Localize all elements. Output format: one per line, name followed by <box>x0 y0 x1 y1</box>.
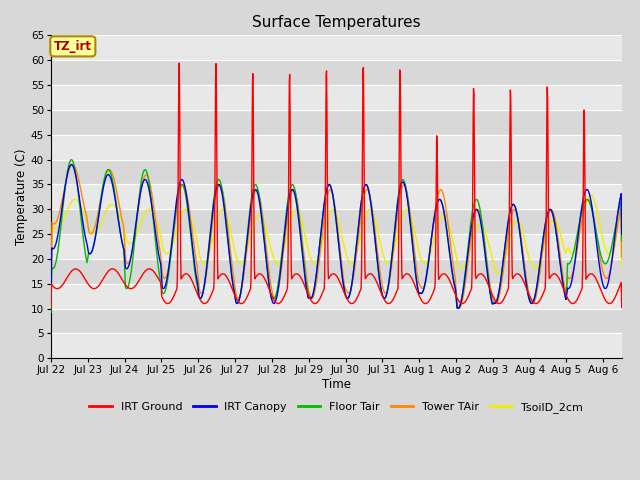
Y-axis label: Temperature (C): Temperature (C) <box>15 148 28 245</box>
Bar <box>51 135 621 159</box>
Bar <box>51 36 621 60</box>
Bar <box>51 234 621 259</box>
Text: TZ_irt: TZ_irt <box>54 40 92 53</box>
Bar <box>51 85 621 110</box>
Bar <box>51 334 621 358</box>
Title: Surface Temperatures: Surface Temperatures <box>252 15 420 30</box>
Bar <box>51 284 621 309</box>
Bar <box>51 184 621 209</box>
Legend: IRT Ground, IRT Canopy, Floor Tair, Tower TAir, TsoilD_2cm: IRT Ground, IRT Canopy, Floor Tair, Towe… <box>85 397 588 417</box>
X-axis label: Time: Time <box>322 378 351 391</box>
